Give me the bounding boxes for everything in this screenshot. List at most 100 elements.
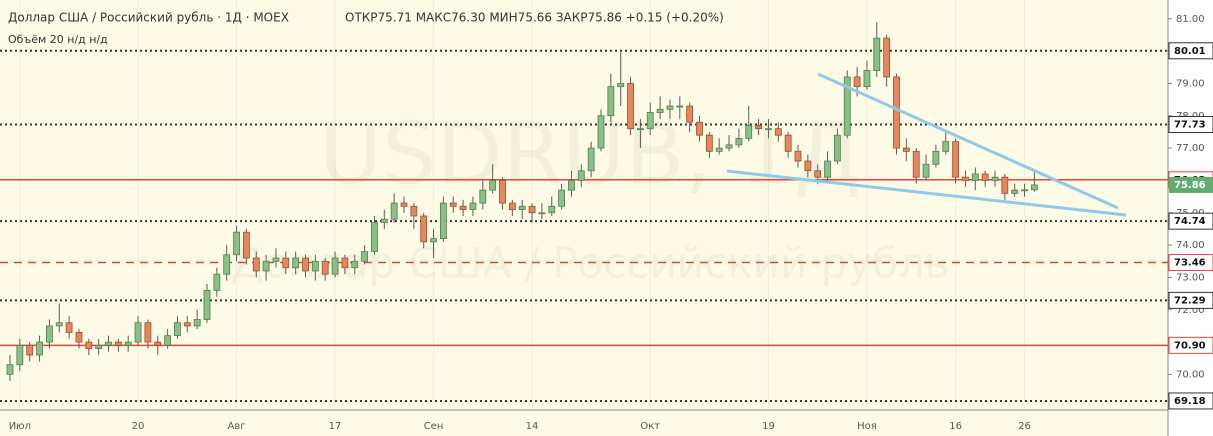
candle-body: [834, 134, 841, 162]
candle-body: [36, 341, 43, 356]
candle-body: [942, 141, 950, 152]
level-label: 69.18: [1174, 396, 1206, 407]
candle-body: [420, 215, 428, 243]
level-label: 74.74: [1174, 216, 1206, 227]
candle-body: [26, 344, 34, 356]
candle-body: [282, 257, 290, 269]
candle-body: [705, 134, 713, 152]
candle-body: [765, 128, 772, 131]
level-label: 72.29: [1174, 295, 1206, 306]
candle-body: [361, 251, 369, 262]
candle-body: [558, 189, 565, 207]
candle-body: [114, 341, 122, 346]
candle-body: [499, 180, 506, 204]
candle-body: [962, 176, 969, 181]
candle-body: [893, 76, 900, 149]
candle-body: [656, 108, 664, 113]
candle-body: [932, 150, 940, 165]
candle-body: [242, 231, 250, 259]
candle-body: [715, 147, 723, 152]
candle-body: [755, 125, 762, 130]
y-tick-label: 81.00: [1176, 14, 1205, 25]
candle-body: [981, 173, 989, 181]
y-tick-label: 72.00: [1176, 305, 1205, 316]
trend-line[interactable]: [726, 169, 1127, 217]
x-tick-label: 19: [762, 421, 775, 432]
candle-body: [331, 257, 339, 275]
level-label-box: [1168, 254, 1213, 272]
x-tick-label: 20: [132, 421, 145, 432]
candle-body: [134, 322, 142, 343]
candle-body: [233, 231, 240, 256]
candle-body: [814, 170, 822, 178]
candle-body: [55, 322, 63, 327]
candle-body: [439, 202, 447, 240]
candle-body: [1001, 176, 1009, 194]
candle-body: [774, 128, 782, 136]
candle-body: [696, 121, 703, 136]
candle-body: [991, 176, 999, 181]
candle-body: [16, 344, 24, 366]
candle-body: [164, 335, 172, 346]
x-tick-label: 17: [329, 421, 342, 432]
y-tick-label: 79.00: [1176, 78, 1205, 89]
level-label: 70.90: [1174, 340, 1206, 351]
candle-body: [85, 341, 93, 349]
candle-body: [124, 341, 132, 346]
x-tick-label: Окт: [640, 421, 660, 432]
candle-body: [390, 202, 398, 220]
candle-body: [6, 364, 14, 375]
candle-body: [1021, 189, 1028, 192]
trend-line[interactable]: [817, 72, 1119, 210]
candle-body: [804, 160, 812, 172]
candle-body: [577, 170, 585, 181]
candle-body: [95, 344, 103, 349]
x-tick-label: Июл: [9, 421, 31, 432]
x-tick-label: 16: [949, 421, 962, 432]
candle-body: [183, 322, 191, 327]
candle-body: [489, 180, 497, 191]
candle-body: [725, 144, 733, 149]
candle-body: [922, 163, 930, 178]
candle-body: [302, 257, 309, 272]
candle-body: [627, 83, 634, 130]
candle-body: [902, 147, 910, 152]
candle-body: [321, 260, 329, 275]
x-tick-label: Сен: [424, 421, 444, 432]
candle-body: [380, 218, 388, 223]
candle-body: [686, 105, 694, 123]
candle-body: [843, 76, 851, 136]
candle-body: [568, 180, 575, 191]
candle-body: [154, 341, 162, 346]
x-tick-label: 14: [526, 421, 539, 432]
ohlc-readout: ОТКР75.71 МАКС76.30 МИН75.66 ЗАКР75.86 +…: [345, 11, 724, 25]
candle-body: [784, 134, 792, 152]
candle-body: [174, 322, 181, 337]
candle-body: [853, 76, 861, 88]
candle-body: [46, 325, 53, 343]
candle-body: [912, 150, 920, 178]
candle-body: [65, 322, 73, 333]
candle-body: [607, 86, 615, 117]
candle-body: [824, 160, 831, 178]
candle-body: [213, 273, 221, 291]
candle-body: [469, 202, 477, 210]
candle-body: [676, 105, 684, 108]
candle-body: [203, 289, 211, 320]
level-label-box: [1168, 291, 1213, 309]
plot-background: [0, 0, 1168, 436]
level-label-box: [1168, 42, 1213, 60]
candle-body: [193, 319, 201, 327]
level-label: 80.01: [1174, 46, 1206, 57]
candle-body: [272, 257, 280, 262]
level-label: 77.73: [1174, 119, 1206, 130]
y-tick-label: 73.00: [1176, 272, 1205, 283]
level-label-box: [1168, 115, 1213, 133]
x-tick-label: Ноя: [857, 421, 877, 432]
candle-body: [351, 260, 359, 269]
candle-body: [617, 83, 625, 88]
candle-body: [735, 137, 743, 146]
candle-body: [223, 254, 231, 275]
